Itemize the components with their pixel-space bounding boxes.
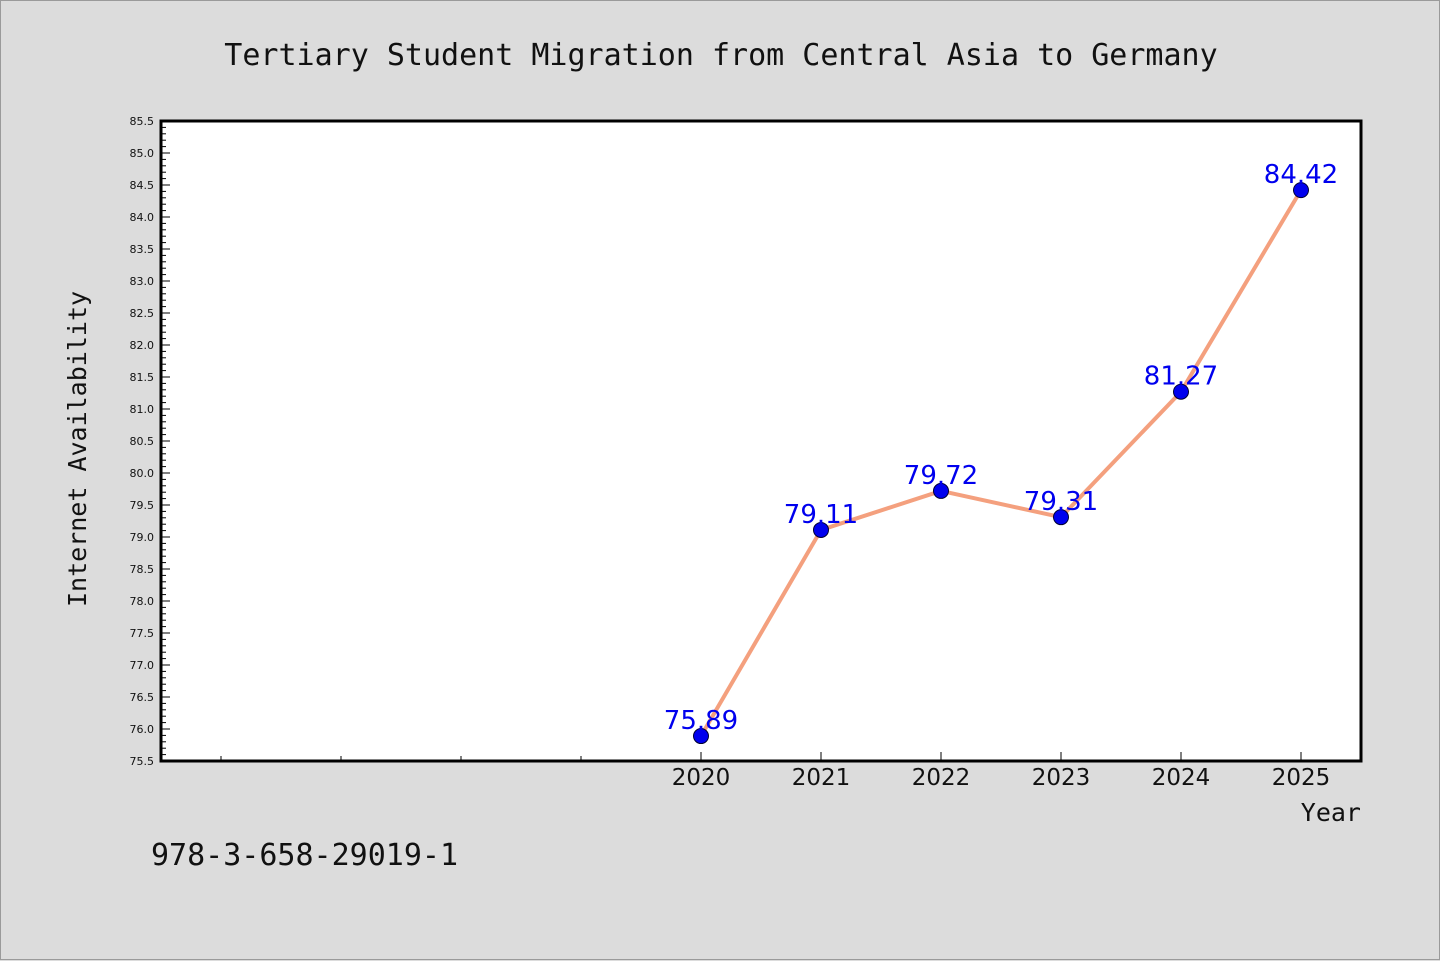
y-tick-label: 76.5: [130, 691, 155, 704]
data-point: [693, 728, 709, 745]
y-tick-label: 84.0: [130, 211, 155, 224]
y-axis-title: Internet Availability: [63, 291, 92, 607]
y-tick-label: 83.5: [130, 243, 155, 256]
footer-isbn: 978-3-658-29019-1: [151, 838, 458, 873]
y-tick-label: 78.5: [130, 563, 155, 576]
data-label: 84.42: [1264, 160, 1338, 190]
y-tick-label: 81.0: [130, 403, 155, 416]
y-tick-label: 79.0: [130, 531, 155, 544]
y-tick-label: 84.5: [130, 179, 155, 192]
y-tick-label: 85.5: [130, 115, 155, 128]
data-point: [933, 482, 949, 499]
y-tick-label: 77.5: [130, 627, 155, 640]
series-line: [699, 189, 1303, 738]
y-tick-label: 82.0: [130, 339, 155, 352]
chart-title: Tertiary Student Migration from Central …: [224, 38, 1217, 73]
y-tick-label: 77.0: [130, 659, 155, 672]
data-label: 79.11: [784, 500, 858, 530]
data-label: 79.72: [904, 461, 978, 491]
x-tick-label: 2021: [792, 765, 851, 791]
y-tick-label: 83.0: [130, 275, 155, 288]
x-tick-label: 2022: [912, 765, 971, 791]
plot-area: [159, 119, 1363, 763]
data-label: 75.89: [664, 706, 738, 736]
data-point: [1173, 383, 1189, 400]
x-axis-title: Year: [1301, 798, 1361, 827]
y-tick-label: 76.0: [130, 723, 155, 736]
x-axis: 2020 2021 2022 2023 2024 2025: [220, 752, 1331, 791]
y-tick-label: 78.0: [130, 595, 155, 608]
y-tick-label: 79.5: [130, 499, 155, 512]
x-tick-label: 2020: [672, 765, 731, 791]
data-label: 81.27: [1144, 362, 1218, 392]
data-point: [813, 521, 829, 538]
y-tick-label: 80.0: [130, 467, 155, 480]
y-tick-label: 81.5: [130, 371, 155, 384]
y-tick-label: 75.5: [130, 755, 155, 768]
x-tick-label: 2025: [1272, 765, 1331, 791]
y-tick-label: 80.5: [130, 435, 155, 448]
data-point: [1293, 182, 1309, 199]
data-label: 79.31: [1024, 487, 1098, 517]
x-tick-label: 2023: [1032, 765, 1091, 791]
series-layer: 75.89 79.11 79.72 79.31 81.27 84.42: [664, 160, 1338, 745]
y-axis: 75.5 76.0 76.5 77.0 77.5 78.0 78.5 79.0 79.5 80.0…: [130, 115, 170, 768]
y-tick-label: 82.5: [130, 307, 155, 320]
data-point: [1053, 509, 1069, 526]
y-tick-label: 85.0: [130, 147, 155, 160]
x-tick-label: 2024: [1152, 765, 1211, 791]
